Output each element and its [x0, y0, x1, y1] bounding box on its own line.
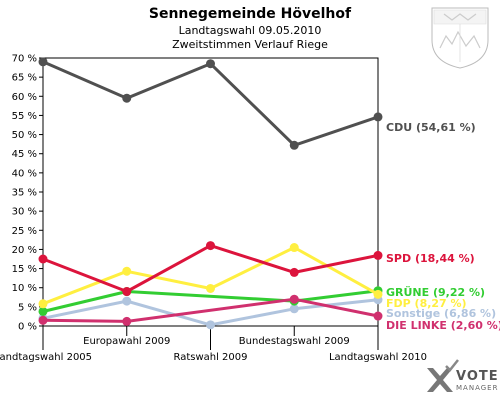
y-tick-label: 60 % [12, 92, 37, 103]
y-tick-label: 15 % [12, 264, 37, 275]
series-label-cdu: CDU (54,61 %) [386, 121, 476, 134]
y-tick-label: 5 % [18, 302, 37, 313]
data-point [38, 315, 48, 325]
data-point [289, 267, 299, 277]
chart-subtitle-2: Zweitstimmen Verlauf Riege [172, 38, 328, 51]
chart-title: Sennegemeinde Hövelhof [149, 6, 352, 22]
data-point [206, 59, 215, 69]
data-point [122, 93, 132, 103]
y-tick-label: 25 % [12, 226, 37, 237]
coat-of-arms-icon [431, 7, 489, 69]
data-point [38, 306, 48, 316]
data-point [38, 299, 48, 309]
series-label-die-linke: DIE LINKE (2,60 %) [386, 319, 500, 332]
data-point [122, 296, 132, 306]
y-tick-label: 20 % [12, 245, 37, 256]
series-label-sonstige: Sonstige (6,86 %) [386, 307, 496, 320]
vote-manager-x-icon [427, 359, 459, 392]
data-point [122, 287, 132, 297]
y-tick-label: 40 % [12, 168, 37, 179]
logo-text-manager: MANAGER [456, 384, 498, 392]
series-line-gr-ne [42, 289, 379, 313]
y-tick-label: 45 % [12, 149, 37, 160]
series-layer [38, 57, 383, 330]
y-tick-label: 30 % [12, 207, 37, 218]
x-tick-label: Landtagswahl 2010 [329, 352, 427, 363]
y-tick-label: 35 % [12, 188, 37, 199]
x-axis: Landtagswahl 2005 Europawahl 2009Ratswahl… [0, 326, 427, 363]
x-tick-label: Europawahl 2009 [83, 336, 170, 347]
data-point [206, 283, 215, 293]
y-tick-label: 65 % [12, 73, 37, 84]
data-point [122, 266, 132, 276]
data-point [38, 254, 48, 264]
y-tick-label: 70 % [12, 54, 37, 65]
data-point [206, 241, 215, 251]
y-axis: 0 % 5 % 10 % 15 % 20 % 25 % 30 % 35 % 40 % 45 % 50… [12, 54, 43, 333]
data-point [38, 57, 48, 67]
series-labels: CDU (54,61 %) SPD (18,44 %) GRÜNE (9,22 %)… [386, 121, 500, 332]
x-tick-label: Bundestagswahl 2009 [239, 336, 350, 347]
vote-manager-logo: VOTE MANAGER [427, 359, 499, 392]
x-tick-label: Ratswahl 2009 [173, 352, 247, 363]
series-label-gr-ne: GRÜNE (9,22 %) [386, 285, 485, 299]
y-tick-label: 50 % [12, 130, 37, 141]
series-label-spd: SPD (18,44 %) [386, 252, 475, 265]
data-point [373, 289, 383, 299]
data-point [122, 316, 132, 326]
data-point [373, 112, 383, 122]
data-point [289, 294, 299, 304]
data-point [373, 250, 383, 260]
data-point [206, 320, 215, 330]
series-line-die-linke [42, 297, 379, 323]
data-point [289, 243, 299, 253]
y-tick-label: 0 % [18, 322, 37, 333]
chart-subtitle-1: Landtagswahl 09.05.2010 [179, 24, 322, 37]
logo-text-vote: VOTE [456, 369, 499, 384]
data-point [289, 304, 299, 314]
data-point [373, 311, 383, 321]
y-tick-label: 10 % [12, 283, 37, 294]
x-tick-label: Landtagswahl 2005 [0, 352, 92, 363]
series-label-fdp: FDP (8,27 %) [386, 297, 467, 310]
y-tick-label: 55 % [12, 111, 37, 122]
data-point [289, 140, 299, 150]
